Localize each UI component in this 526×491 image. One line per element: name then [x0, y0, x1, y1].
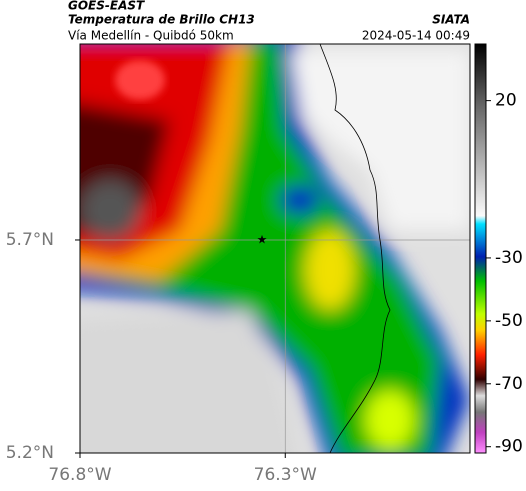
colorbar-tick-label: -50	[495, 311, 523, 331]
map-frame	[79, 43, 471, 454]
satellite-image: ★	[80, 44, 470, 453]
colorbar-tick-label: -90	[495, 437, 523, 457]
x-tick-label: 76.8°W	[48, 465, 111, 485]
border-line	[319, 44, 391, 453]
colorbar-tick-label: 20	[495, 91, 517, 111]
colorbar	[474, 43, 487, 454]
y-tick-label: 5.7°N	[6, 230, 54, 250]
gridlines	[80, 44, 470, 453]
location: Vía Medellín - Quibdó 50km	[68, 29, 234, 43]
datetime: 2024-05-14 00:49	[362, 29, 470, 43]
satellite: GOES-EAST	[68, 0, 145, 13]
location-marker: ★	[257, 233, 268, 247]
product: Temperatura de Brillo CH13	[68, 13, 255, 27]
x-tick-label: 76.3°W	[254, 465, 317, 485]
source: SIATA	[432, 13, 470, 27]
y-tick-label: 5.2°N	[6, 443, 54, 463]
colorbar-tick-label: -70	[495, 374, 523, 394]
colorbar-tick-label: -30	[495, 248, 523, 268]
